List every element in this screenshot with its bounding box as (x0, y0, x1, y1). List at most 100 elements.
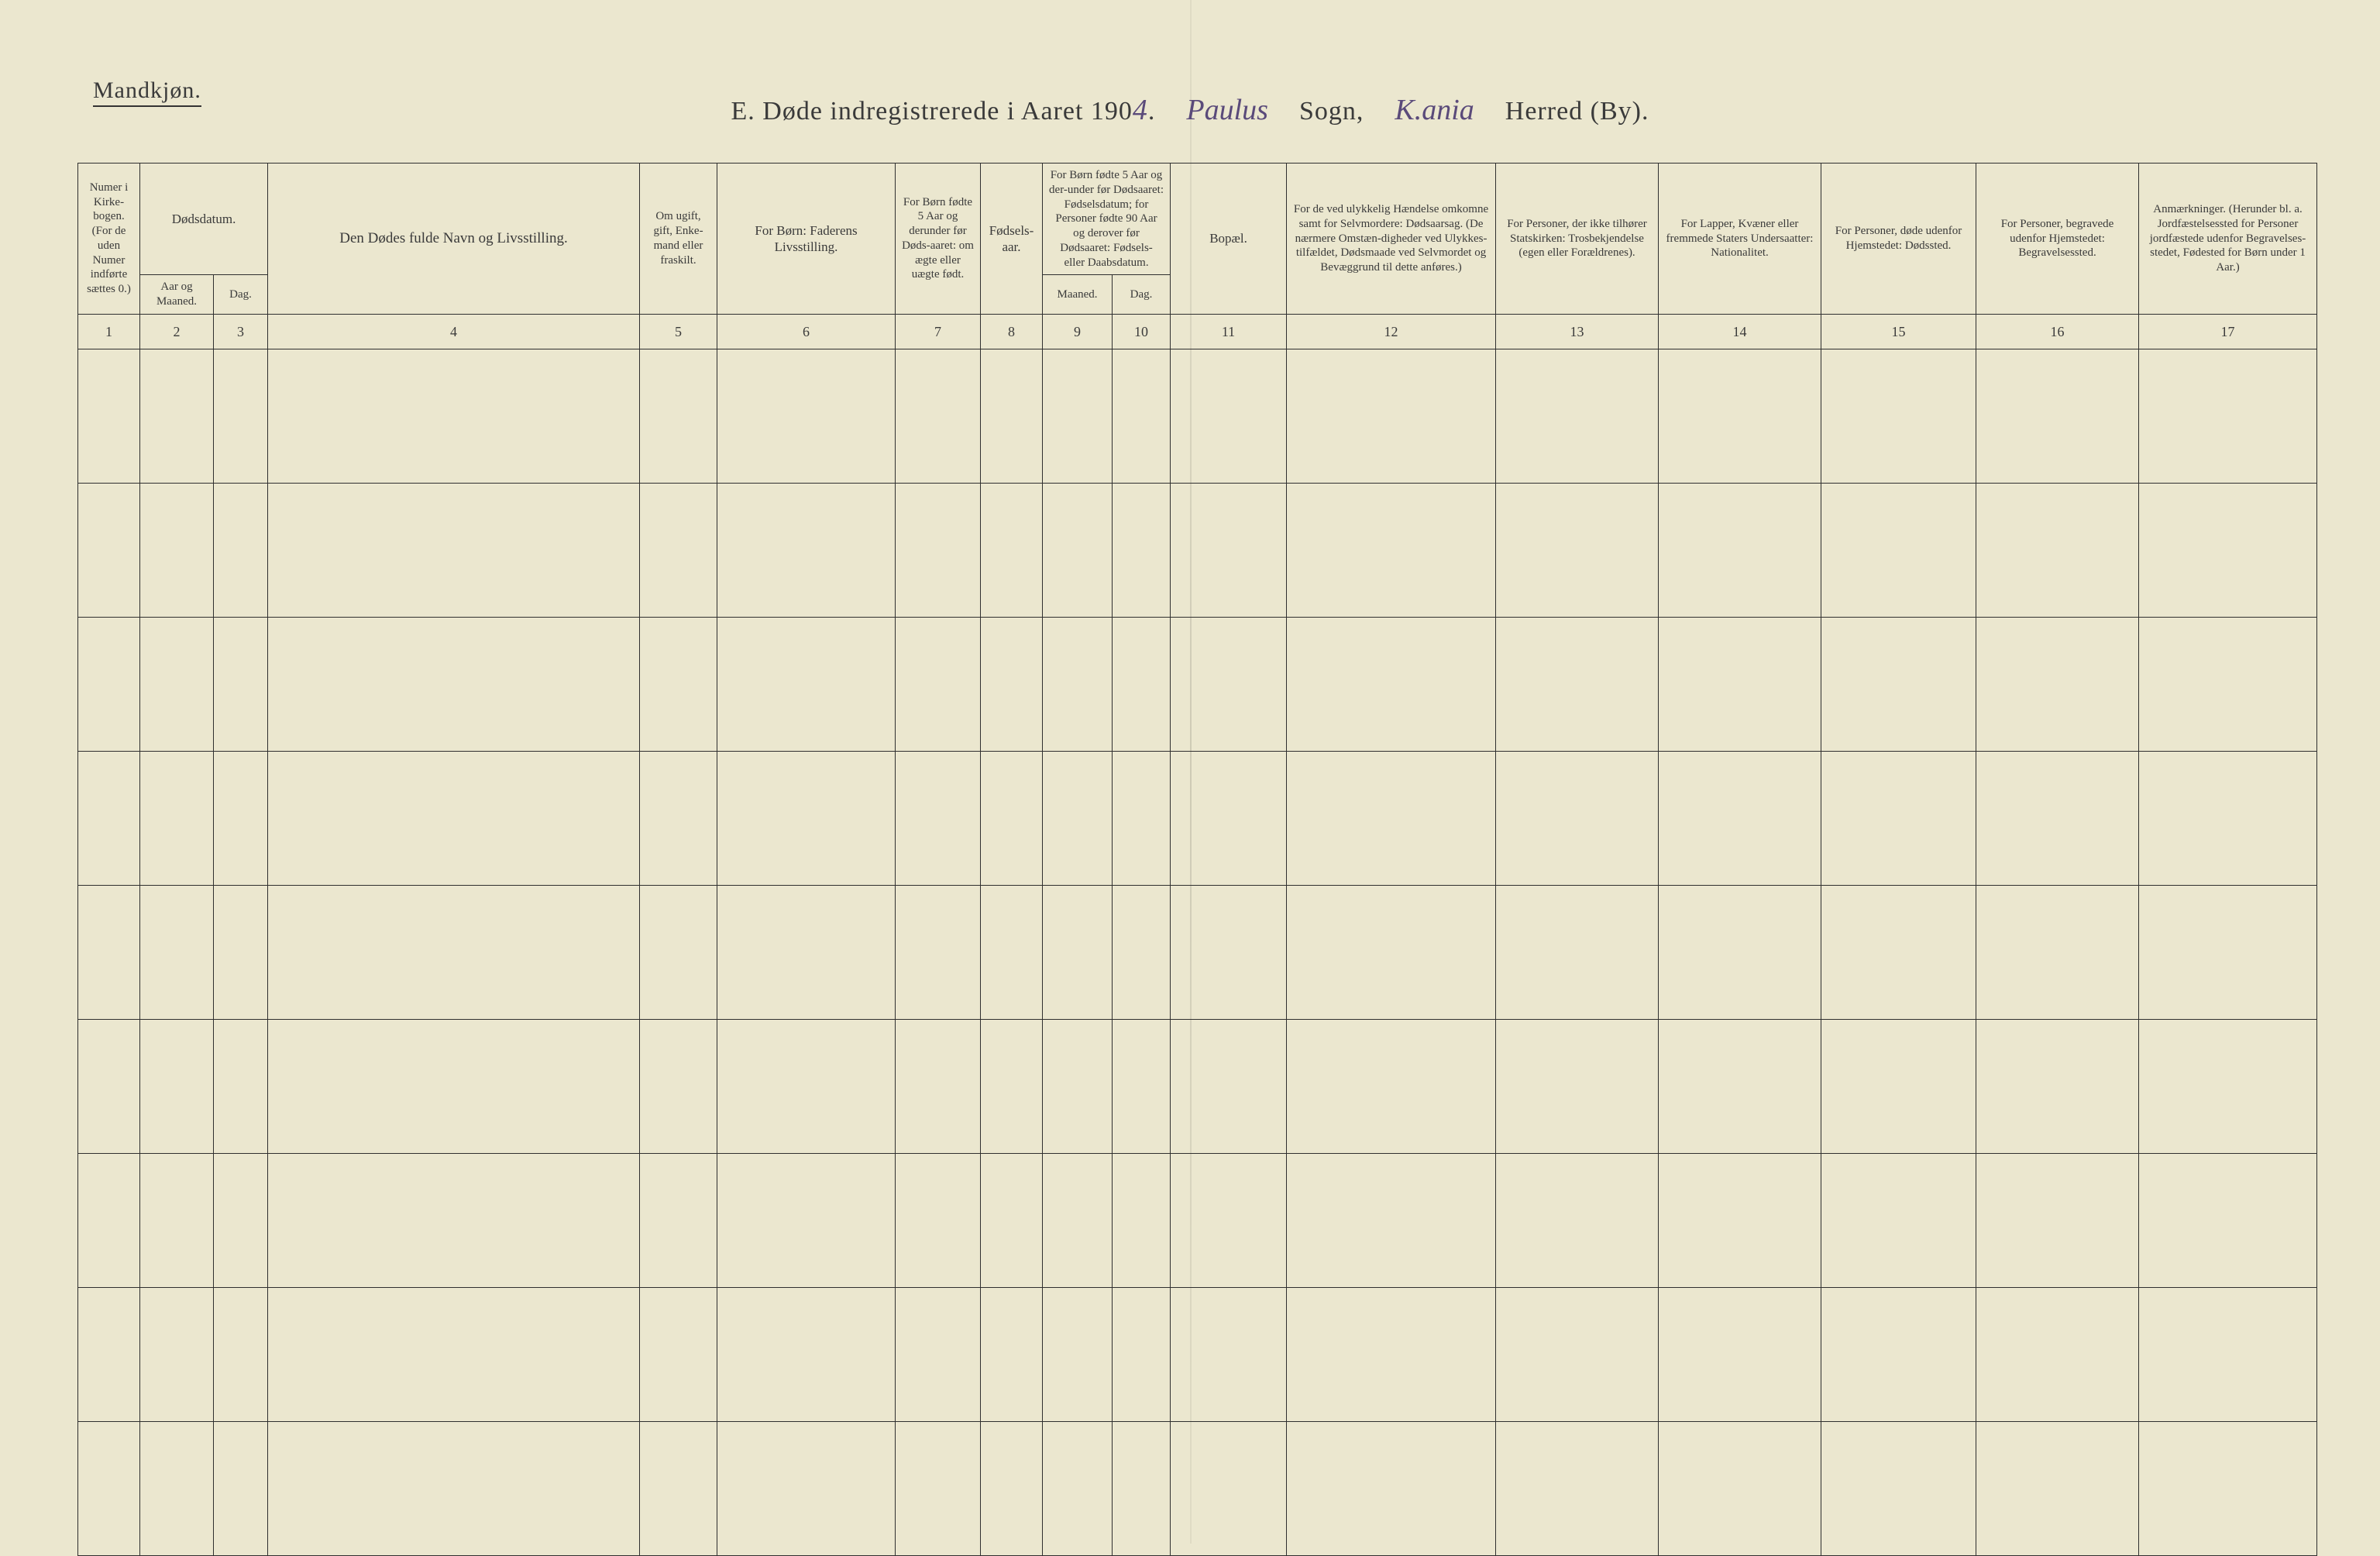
table-cell (981, 617, 1043, 751)
table-cell (1659, 885, 1821, 1019)
colnum-9: 9 (1043, 314, 1113, 349)
table-cell (1976, 885, 2139, 1019)
table-cell (78, 751, 140, 885)
col-13-header: For Personer, der ikke tilhører Statskir… (1496, 164, 1659, 315)
register-table: Numer i Kirke-bogen. (For de uden Numer … (77, 163, 2317, 1556)
table-cell (1976, 349, 2139, 483)
table-cell (1287, 1287, 1496, 1421)
table-cell (2139, 751, 2317, 885)
table-cell (640, 1287, 717, 1421)
col-14-header: For Lapper, Kvæner eller fremmede Stater… (1659, 164, 1821, 315)
table-cell (268, 617, 640, 751)
table-cell (1043, 483, 1113, 617)
table-cell (981, 1019, 1043, 1153)
herred-handwritten: K.ania (1395, 93, 1474, 127)
col-8-header: Fødsels-aar. (981, 164, 1043, 315)
table-cell (1496, 1153, 1659, 1287)
table-cell (1496, 349, 1659, 483)
table-cell (2139, 617, 2317, 751)
table-cell (1113, 1153, 1171, 1287)
title-period: . (1148, 97, 1156, 126)
table-cell (214, 1421, 268, 1555)
table-cell (140, 751, 214, 885)
colnum-11: 11 (1171, 314, 1287, 349)
table-cell (1659, 1153, 1821, 1287)
table-cell (896, 1421, 981, 1555)
table-cell (717, 885, 896, 1019)
table-cell (981, 1153, 1043, 1287)
table-cell (1113, 1287, 1171, 1421)
table-cell (1171, 885, 1287, 1019)
table-cell (1496, 617, 1659, 751)
table-cell (1976, 617, 2139, 751)
table-cell (1821, 1421, 1976, 1555)
table-cell (717, 751, 896, 885)
colnum-7: 7 (896, 314, 981, 349)
table-cell (268, 1019, 640, 1153)
table-cell (1496, 751, 1659, 885)
table-cell (78, 885, 140, 1019)
table-cell (1659, 1019, 1821, 1153)
table-cell (1496, 483, 1659, 617)
col-5-header: Om ugift, gift, Enke-mand eller fraskilt… (640, 164, 717, 315)
table-cell (140, 1019, 214, 1153)
colnum-6: 6 (717, 314, 896, 349)
page: Mandkjøn. E. Døde indregistrerede i Aare… (0, 0, 2380, 1544)
table-cell (214, 1153, 268, 1287)
col-7-header: For Børn fødte 5 Aar og derunder før Død… (896, 164, 981, 315)
table-cell (1821, 885, 1976, 1019)
table-row (78, 751, 2317, 885)
table-cell (640, 1421, 717, 1555)
table-cell (981, 1287, 1043, 1421)
table-cell (1171, 617, 1287, 751)
table-cell (1659, 349, 1821, 483)
colnum-14: 14 (1659, 314, 1821, 349)
colnum-1: 1 (78, 314, 140, 349)
table-cell (1287, 1019, 1496, 1153)
column-number-row: 1 2 3 4 5 6 7 8 9 10 11 12 13 14 15 16 1 (78, 314, 2317, 349)
title-row: E. Døde indregistrerede i Aaret 1904. Pa… (0, 93, 2380, 139)
table-row (78, 1421, 2317, 1555)
table-cell (1043, 1019, 1113, 1153)
table-cell (140, 483, 214, 617)
table-cell (640, 617, 717, 751)
table-cell (214, 617, 268, 751)
table-cell (1976, 1019, 2139, 1153)
table-cell (1821, 1019, 1976, 1153)
table-cell (1821, 483, 1976, 617)
table-cell (214, 1019, 268, 1153)
table-cell (1043, 1153, 1113, 1287)
table-cell (981, 349, 1043, 483)
table-cell (1171, 483, 1287, 617)
table-cell (78, 1421, 140, 1555)
table-head: Numer i Kirke-bogen. (For de uden Numer … (78, 164, 2317, 349)
table-cell (1976, 483, 2139, 617)
table-cell (1496, 1019, 1659, 1153)
colnum-3: 3 (214, 314, 268, 349)
table-cell (1659, 1421, 1821, 1555)
table-cell (981, 751, 1043, 885)
table-cell (1171, 1153, 1287, 1287)
col-9-10-header: For Børn fødte 5 Aar og der-under før Dø… (1043, 164, 1171, 275)
table-cell (1113, 1019, 1171, 1153)
table-cell (1821, 1287, 1976, 1421)
table-cell (1287, 1153, 1496, 1287)
colnum-2: 2 (140, 314, 214, 349)
table-cell (1043, 349, 1113, 483)
col-2-header: Aar og Maaned. (140, 275, 214, 315)
table-cell (1113, 349, 1171, 483)
col-9-header: Maaned. (1043, 275, 1113, 315)
colnum-4: 4 (268, 314, 640, 349)
table-cell (1113, 1421, 1171, 1555)
table-cell (268, 751, 640, 885)
table-cell (1113, 483, 1171, 617)
table-row (78, 1153, 2317, 1287)
table-cell (640, 1153, 717, 1287)
register-table-wrap: Numer i Kirke-bogen. (For de uden Numer … (77, 163, 2303, 1489)
col-1-header: Numer i Kirke-bogen. (For de uden Numer … (78, 164, 140, 315)
table-cell (1287, 1421, 1496, 1555)
col-16-header: For Personer, begravede udenfor Hjemsted… (1976, 164, 2139, 315)
table-cell (1171, 1421, 1287, 1555)
table-cell (1171, 1287, 1287, 1421)
table-cell (268, 1421, 640, 1555)
